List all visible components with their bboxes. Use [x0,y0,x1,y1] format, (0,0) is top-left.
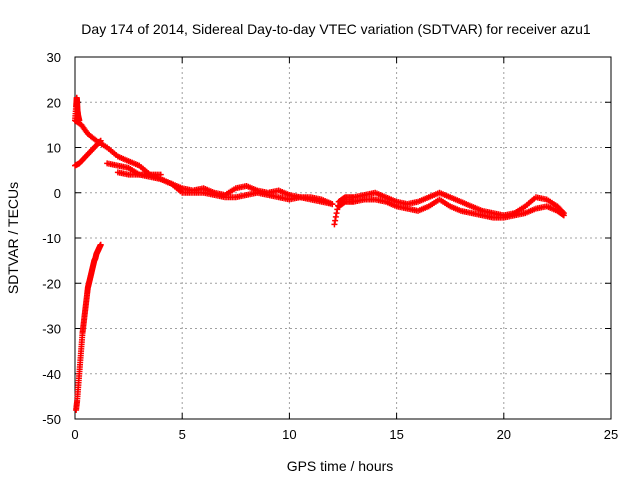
x-axis-label: GPS time / hours [287,458,394,474]
y-tick-label: -50 [42,412,61,427]
y-tick-label: -10 [42,231,61,246]
chart-title: Day 174 of 2014, Sidereal Day-to-day VTE… [81,21,591,37]
series-lower-step [114,169,164,178]
y-tick-label: 10 [47,141,61,156]
axis-ticks: 0 5 10 15 20 25 30 20 10 0 -10 -20 -30 -40 -50 [42,50,618,442]
y-tick-label: -20 [42,276,61,291]
data-point [97,241,104,248]
x-tick-label: 20 [497,427,511,442]
y-tick-label: 0 [54,186,61,201]
series-rising-branch [72,137,104,169]
data-points [72,94,567,413]
series-late-trace-b [335,196,567,221]
y-tick-label: -40 [42,367,61,382]
x-tick-label: 15 [389,427,403,442]
x-tick-label: 0 [71,427,78,442]
series-main-trace-b [104,160,336,208]
x-tick-label: 10 [282,427,296,442]
x-tick-label: 25 [604,427,618,442]
data-point [559,211,566,218]
y-axis-label: SDTVAR / TECUs [5,182,21,294]
y-tick-label: 30 [47,50,61,65]
data-point [329,201,336,208]
y-tick-label: 20 [47,95,61,110]
data-point [560,212,567,219]
data-point [157,171,164,178]
y-tick-label: -30 [42,322,61,337]
grid [75,57,611,419]
series-steep-start [73,241,104,413]
x-tick-label: 5 [179,427,186,442]
series-late-trace-a [331,189,567,228]
